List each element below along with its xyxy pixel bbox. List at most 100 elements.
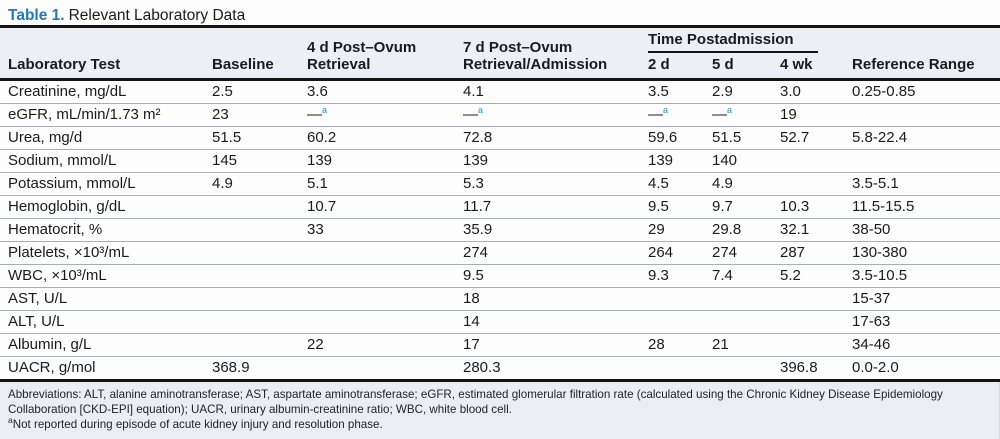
cell: 5.2 (772, 263, 845, 287)
table-title: Table 1. Relevant Laboratory Data (0, 0, 1000, 25)
row-label: AST, U/L (0, 286, 204, 310)
cell: 274 (455, 240, 640, 264)
table-row: Albumin, g/L 22 17 28 21 34-46 (0, 332, 1000, 356)
cell: 17 (455, 332, 640, 356)
row-label: eGFR, mL/min/1.73 m² (0, 102, 204, 126)
cell: 3.0 (772, 79, 845, 103)
cell (299, 355, 455, 380)
cell: 3.5-10.5 (844, 263, 1000, 287)
row-label: ALT, U/L (0, 309, 204, 333)
cell: 280.3 (455, 355, 640, 380)
cell: 10.3 (772, 194, 845, 218)
table-footnotes: Abbreviations: ALT, alanine aminotransfe… (0, 381, 1000, 439)
col-header-2d: 2 d (640, 53, 704, 81)
cell: 264 (640, 240, 704, 264)
cell (844, 148, 1000, 172)
cell: 4.1 (455, 79, 640, 103)
cell: 38-50 (844, 217, 1000, 241)
cell: 15-37 (844, 286, 1000, 310)
cell: 18 (455, 286, 640, 310)
table-row: ALT, U/L 14 17-63 (0, 309, 1000, 333)
col-header-baseline: Baseline (204, 26, 299, 81)
row-label: Hemoglobin, g/dL (0, 194, 204, 218)
table-row: Sodium, mmol/L 145 139 139 139 140 (0, 148, 1000, 172)
cell: 29.8 (704, 217, 772, 241)
row-label: Urea, mg/d (0, 125, 204, 149)
cell: 140 (704, 148, 772, 172)
table-title-text: Relevant Laboratory Data (68, 7, 246, 24)
cell: 2.9 (704, 79, 772, 103)
cell (772, 332, 845, 356)
cell: 11.7 (455, 194, 640, 218)
cell: 21 (704, 332, 772, 356)
cell: 4.5 (640, 171, 704, 195)
cell: 9.5 (455, 263, 640, 287)
cell (772, 309, 845, 333)
cell (299, 240, 455, 264)
cell: —a (455, 102, 640, 126)
cell: 33 (299, 217, 455, 241)
cell (640, 309, 704, 333)
cell (299, 309, 455, 333)
cell: 3.5-5.1 (844, 171, 1000, 195)
row-label: WBC, ×10³/mL (0, 263, 204, 287)
cell: 139 (299, 148, 455, 172)
abbreviations-note: Abbreviations: ALT, alanine aminotransfe… (8, 387, 943, 416)
cell: 22 (299, 332, 455, 356)
cell: 9.3 (640, 263, 704, 287)
cell (772, 148, 845, 172)
col-header-laboratory-test: Laboratory Test (0, 26, 204, 81)
row-label: Albumin, g/L (0, 332, 204, 356)
cell (204, 332, 299, 356)
cell: 396.8 (772, 355, 845, 380)
table-row: Platelets, ×10³/mL 274 264 274 287 130-380 (0, 240, 1000, 264)
cell: 0.0-2.0 (844, 355, 1000, 380)
table-number-label: Table 1. (8, 7, 65, 24)
table-row: UACR, g/mol 368.9 280.3 396.8 0.0-2.0 (0, 355, 1000, 380)
cell: 60.2 (299, 125, 455, 149)
cell: 0.25-0.85 (844, 79, 1000, 103)
cell (299, 263, 455, 287)
table-row: WBC, ×10³/mL 9.5 9.3 7.4 5.2 3.5-10.5 (0, 263, 1000, 287)
cell: 4.9 (204, 171, 299, 195)
col-header-7d-post-ovum: 7 d Post–Ovum Retrieval/Admission (455, 26, 640, 81)
col-header-4wk: 4 wk (772, 53, 845, 81)
cell: 35.9 (455, 217, 640, 241)
table-row: Creatinine, mg/dL 2.5 3.6 4.1 3.5 2.9 3.0 0.25-… (0, 79, 1000, 103)
cell: 23 (204, 102, 299, 126)
cell: 72.8 (455, 125, 640, 149)
cell (640, 355, 704, 380)
row-label: Hematocrit, % (0, 217, 204, 241)
footnote-a-text: Not reported during episode of acute kid… (12, 418, 383, 432)
cell (844, 102, 1000, 126)
footnote-a-marker: a (478, 104, 484, 115)
cell (299, 286, 455, 310)
cell: 287 (772, 240, 845, 264)
lab-data-table: Laboratory Test Baseline 4 d Post–Ovum R… (0, 25, 1000, 382)
row-label: Sodium, mmol/L (0, 148, 204, 172)
cell: 5.8-22.4 (844, 125, 1000, 149)
cell (204, 263, 299, 287)
cell: —a (299, 102, 455, 126)
table-row: Hemoglobin, g/dL 10.7 11.7 9.5 9.7 10.3 11.5-1… (0, 194, 1000, 218)
cell (204, 217, 299, 241)
cell: 32.1 (772, 217, 845, 241)
cell (704, 309, 772, 333)
cell (204, 286, 299, 310)
table-header: Laboratory Test Baseline 4 d Post–Ovum R… (0, 26, 1000, 81)
cell: 4.9 (704, 171, 772, 195)
cell (204, 240, 299, 264)
cell: 52.7 (772, 125, 845, 149)
cell: 9.5 (640, 194, 704, 218)
footnote-a-marker: a (8, 415, 13, 426)
col-header-4d-post-ovum: 4 d Post–Ovum Retrieval (299, 26, 455, 81)
cell: 5.1 (299, 171, 455, 195)
footnote-a: aNot reported during episode of acute ki… (8, 415, 989, 432)
group-header-label: Time Postadmission (648, 31, 819, 54)
cell: 59.6 (640, 125, 704, 149)
cell: 19 (772, 102, 845, 126)
row-label: Creatinine, mg/dL (0, 79, 204, 103)
cell: 130-380 (844, 240, 1000, 264)
table-row: Potassium, mmol/L 4.9 5.1 5.3 4.5 4.9 3.5-5.1 (0, 171, 1000, 195)
